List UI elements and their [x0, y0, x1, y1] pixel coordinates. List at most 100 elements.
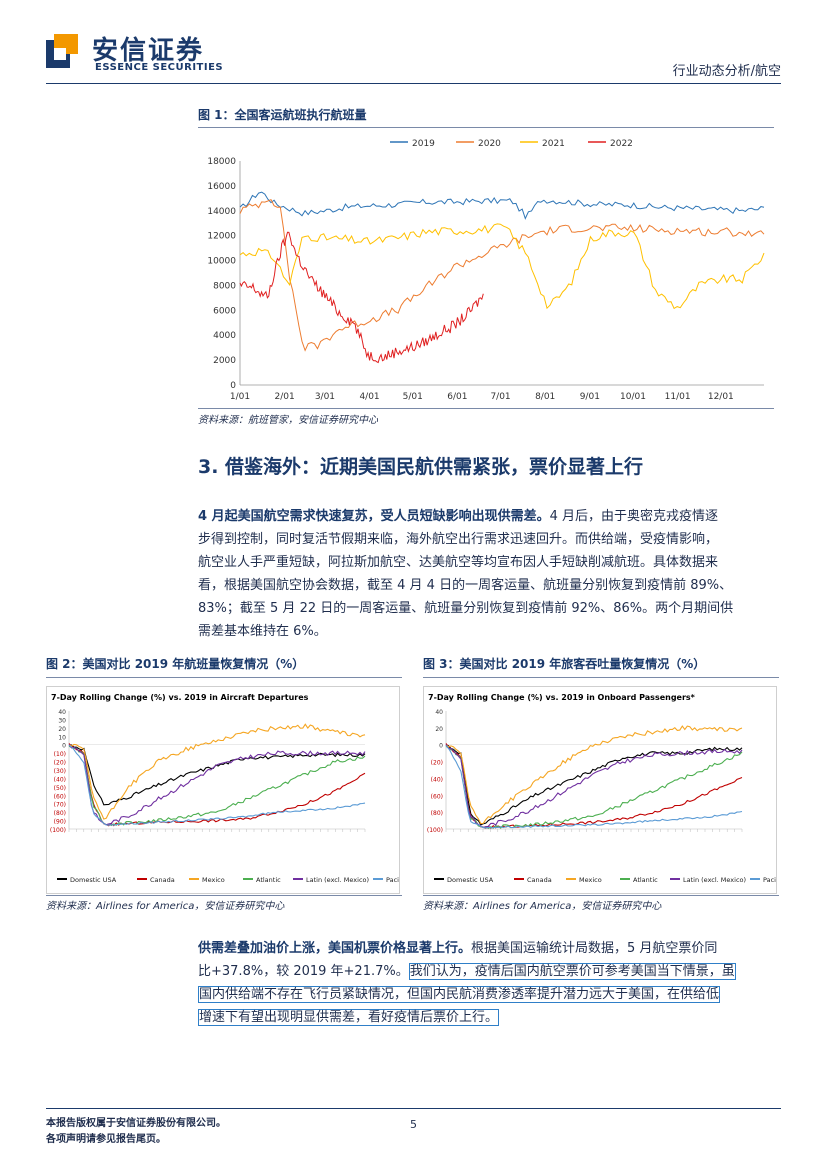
y-tick-label: (10): [54, 751, 66, 758]
y-tick-label: (50): [54, 785, 66, 792]
price-line-4: 增速下有望出现明显供需差，看好疫情后票价上行。: [198, 1006, 783, 1029]
x-tick-label: 4/01: [359, 392, 379, 402]
legend-label: Mexico: [579, 876, 602, 884]
y-tick-label: (40): [54, 776, 66, 783]
figure2-source: 资料来源：Airlines for America，安信证券研究中心: [46, 901, 285, 912]
page-number: 5: [410, 1118, 417, 1131]
para-line-2: 步得到控制，同时复活节假期来临，海外航空出行需求迅速回升。而供给端，受疫情影响，: [198, 532, 719, 547]
figure1-bottom-rule: [198, 408, 774, 409]
para-line-1: 4 月起美国航空需求快速复苏，受人员短缺影响出现供需差。4 月后，由于奥密克戎疫…: [198, 505, 783, 528]
y-tick-label: 0: [62, 743, 66, 750]
y-tick-label: 6000: [213, 306, 236, 316]
footer-divider: [46, 1108, 781, 1109]
y-tick-label: 0: [230, 381, 236, 391]
price-line-2b: 我们认为，疫情后国内航空票价可参考美国当下情景，虽: [408, 963, 736, 980]
y-tick-label: (80): [54, 810, 66, 817]
figure1-chart: 2019 2020 2021 2022 18000 16000 14000 12000 1000…: [207, 139, 765, 402]
legend-label-2020: 2020: [478, 139, 501, 149]
y-tick-label: 0: [439, 743, 443, 750]
legend-label: Latin (excl. Mexico): [306, 876, 369, 884]
y-tick-label: (30): [54, 768, 66, 775]
y-tick-label: 4000: [213, 331, 236, 341]
x-tick-label: 5/01: [403, 392, 423, 402]
series-line-2020: [239, 198, 765, 352]
y-tick-label: (100): [50, 827, 66, 834]
series-line-latin-excl-mexico-: [445, 744, 743, 828]
legend-label-2019: 2019: [412, 139, 435, 149]
legend-label: Canada: [150, 876, 175, 884]
y-tick-label: 30: [58, 717, 66, 724]
y-tick-label: 40: [435, 709, 443, 716]
y-tick-label: 40: [58, 709, 66, 716]
y-tick-label: 2000: [213, 356, 236, 366]
figure1-rule: [198, 127, 774, 128]
footer-disclaimer: 各项声明请参见报告尾页。: [46, 1134, 166, 1145]
figure3-chart: 7-Day Rolling Change (%) vs. 2019 in Onb…: [423, 686, 777, 894]
series-line-2022: [239, 231, 484, 364]
series-line-mexico: [445, 725, 743, 825]
x-tick-label: 11/01: [665, 392, 691, 402]
chart-title: 7-Day Rolling Change (%) vs. 2019 in Air…: [51, 693, 309, 702]
para-line-3: 航空业人手严重短缺，阿拉斯加航空、达美航空等均宣布因人手短缺削减航班。具体数据来: [198, 555, 719, 570]
price-line-4-text: 增速下有望出现明显供需差，看好疫情后票价上行。: [198, 1009, 500, 1026]
series-line-mexico: [68, 723, 366, 820]
para-line-5: 83%；截至 5 月 22 日的一周客运量、航班量分别恢复到疫情前 92%、86…: [198, 601, 734, 616]
y-tick-label: (80): [431, 810, 443, 817]
y-tick-label: 16000: [207, 182, 236, 192]
figure2-title: 图 2：美国对比 2019 年航班量恢复情况（%）: [46, 657, 305, 671]
legend-label: Pacific: [763, 876, 777, 884]
figure3-bottom-rule: [423, 895, 779, 896]
y-tick-label: (90): [54, 819, 66, 826]
header-divider: [46, 83, 781, 84]
y-tick-label: 14000: [207, 207, 236, 217]
legend-label: Latin (excl. Mexico): [683, 876, 746, 884]
y-tick-label: (70): [54, 802, 66, 809]
para-line-6: 需差基本维持在 6%。: [198, 624, 327, 639]
legend-label: Mexico: [202, 876, 225, 884]
y-tick-label: 20: [435, 726, 443, 733]
y-tick-label: 12000: [207, 232, 236, 242]
legend-label: Atlantic: [633, 876, 658, 884]
y-tick-label: 8000: [213, 281, 236, 291]
chart-title: 7-Day Rolling Change (%) vs. 2019 in Onb…: [428, 693, 696, 702]
figure1-source: 资料来源：航班管家，安信证券研究中心: [198, 415, 378, 426]
figure1-title: 图 1：全国客运航班执行航班量: [198, 108, 367, 122]
price-line-2: 比+37.8%，较 2019 年+21.7%。我们认为，疫情后国内航空票价可参考…: [198, 960, 783, 983]
x-tick-label: 9/01: [580, 392, 600, 402]
price-line-3: 国内供给端不存在飞行员紧缺情况，但国内民航消费渗透率提升潜力远大于美国，在供给低: [198, 983, 783, 1006]
series-line-domestic-usa: [445, 744, 743, 826]
y-tick-label: (60): [431, 793, 443, 800]
section-title: 3. 借鉴海外：近期美国民航供需紧张，票价显著上行: [198, 456, 644, 478]
series-line-domestic-usa: [68, 744, 366, 806]
brand-name-cn: 安信证券: [92, 36, 205, 66]
brand-logo-icon: [46, 34, 78, 70]
price-line-3-text: 国内供给端不存在飞行员紧缺情况，但国内民航消费渗透率提升潜力远大于美国，在供给低: [198, 986, 721, 1003]
legend-label: Pacific: [386, 876, 400, 884]
x-tick-label: 8/01: [535, 392, 555, 402]
x-tick-label: 2/01: [275, 392, 295, 402]
section-label: 行业动态分析/航空: [672, 64, 781, 79]
series-line-2021: [239, 223, 765, 310]
y-tick-label: (40): [431, 776, 443, 783]
series-line-pacific: [68, 745, 366, 826]
series-line-canada: [68, 743, 366, 827]
y-tick-label: (20): [431, 760, 443, 767]
figure3-title: 图 3：美国对比 2019 年旅客吞吐量恢复情况（%）: [423, 657, 706, 671]
figure3-rule: [423, 677, 779, 678]
figure3-source: 资料来源：Airlines for America，安信证券研究中心: [423, 901, 662, 912]
price-bold-lead: 供需差叠加油价上涨，美国机票价格显著上行。: [198, 941, 472, 956]
y-tick-label: 20: [58, 726, 66, 733]
legend-label-2021: 2021: [542, 139, 565, 149]
x-tick-label: 7/01: [490, 392, 510, 402]
x-tick-label: 12/01: [708, 392, 734, 402]
y-tick-label: (100): [427, 827, 443, 834]
y-tick-label: (20): [54, 760, 66, 767]
legend-label-2022: 2022: [610, 139, 633, 149]
price-line-1: 供需差叠加油价上涨，美国机票价格显著上行。根据美国运输统计局数据，5 月航空票价…: [198, 937, 783, 960]
series-line-2019: [239, 191, 765, 220]
price-line-2a: 比+37.8%，较 2019 年+21.7%。: [198, 964, 409, 979]
series-line-atlantic: [68, 745, 366, 827]
para-line-4: 看，根据美国航空协会数据，截至 4 月 4 日的一周客运量、航班量分别恢复到疫情…: [198, 578, 733, 593]
y-tick-label: (60): [54, 793, 66, 800]
legend-label: Canada: [527, 876, 552, 884]
